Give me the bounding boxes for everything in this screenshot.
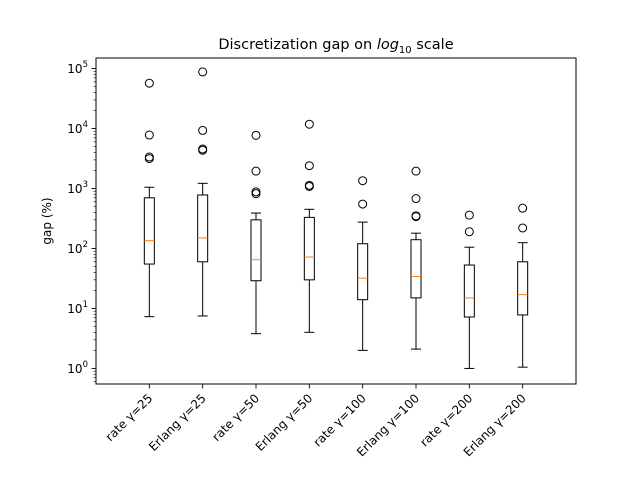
box-group <box>197 67 209 317</box>
outlier-point <box>518 223 528 233</box>
outlier-point <box>358 176 368 186</box>
outlier-point <box>304 180 314 190</box>
y-tick-label-exponent: 0 <box>83 360 88 370</box>
box-group <box>250 130 262 335</box>
outlier-point <box>251 130 261 140</box>
outlier-point <box>251 187 261 197</box>
box-group <box>143 78 155 318</box>
y-tick-label: 104 <box>67 120 88 136</box>
outlier-point <box>411 166 421 176</box>
outlier-point <box>304 119 314 129</box>
plot-area <box>95 57 577 385</box>
chart-title-math-base: log <box>377 37 399 53</box>
chart-title-prefix: Discretization gap on <box>218 37 376 53</box>
chart-title: Discretization gap on log10 scale <box>218 37 453 56</box>
outlier-point <box>464 210 474 220</box>
x-tick-label: rate γ=200 <box>417 391 475 449</box>
x-tick-label: rate γ=100 <box>311 391 369 449</box>
chart-title-suffix: scale <box>412 37 454 53</box>
y-tick-label-exponent: 2 <box>83 240 88 250</box>
chart-title-math-subscript: 10 <box>399 45 412 56</box>
iqr-box <box>357 243 369 301</box>
box-group <box>357 176 369 351</box>
y-tick-label: 101 <box>67 300 88 316</box>
outlier-point <box>411 211 421 221</box>
y-axis-label: gap (%) <box>40 197 54 244</box>
y-tick-label: 103 <box>67 180 88 196</box>
box-series <box>143 67 529 369</box>
outlier-point <box>198 125 208 135</box>
box-group <box>410 166 422 350</box>
x-tick-label: rate γ=25 <box>103 391 156 444</box>
outlier-point <box>464 227 474 237</box>
y-tick-label-base: 10 <box>67 122 82 136</box>
outlier-point <box>411 194 421 204</box>
x-tick-label: Erlang γ=25 <box>146 391 209 454</box>
outlier-point <box>144 130 154 140</box>
outlier-point <box>198 67 208 77</box>
iqr-box <box>463 264 475 318</box>
iqr-box <box>303 216 315 281</box>
iqr-box <box>143 197 155 265</box>
iqr-box <box>197 194 209 263</box>
outlier-point <box>144 152 154 162</box>
outlier-point <box>251 166 261 176</box>
outlier-point <box>144 78 154 88</box>
iqr-box <box>517 261 529 316</box>
outlier-point <box>358 199 368 209</box>
y-tick-label-exponent: 1 <box>83 300 88 310</box>
box-group <box>463 210 475 369</box>
y-tick-label: 105 <box>67 60 88 76</box>
x-tick-label: rate γ=50 <box>209 391 262 444</box>
y-tick-label: 102 <box>67 240 88 256</box>
y-tick-label-base: 10 <box>67 62 82 76</box>
y-tick-label-base: 10 <box>67 302 82 316</box>
y-tick-label-exponent: 3 <box>83 180 88 190</box>
box-group <box>303 119 315 333</box>
y-tick-label-exponent: 4 <box>83 120 88 130</box>
outlier-point <box>304 161 314 171</box>
x-tick-label: Erlang γ=50 <box>253 391 316 454</box>
outlier-point <box>518 203 528 213</box>
outlier-point <box>198 144 208 154</box>
y-tick-label-base: 10 <box>67 362 82 376</box>
y-tick-label-exponent: 5 <box>83 60 88 70</box>
y-tick-label-base: 10 <box>67 182 82 196</box>
box-group <box>517 203 529 368</box>
y-tick-label: 100 <box>67 360 88 376</box>
y-tick-label-base: 10 <box>67 242 82 256</box>
iqr-box <box>250 219 262 282</box>
iqr-box <box>410 239 422 299</box>
